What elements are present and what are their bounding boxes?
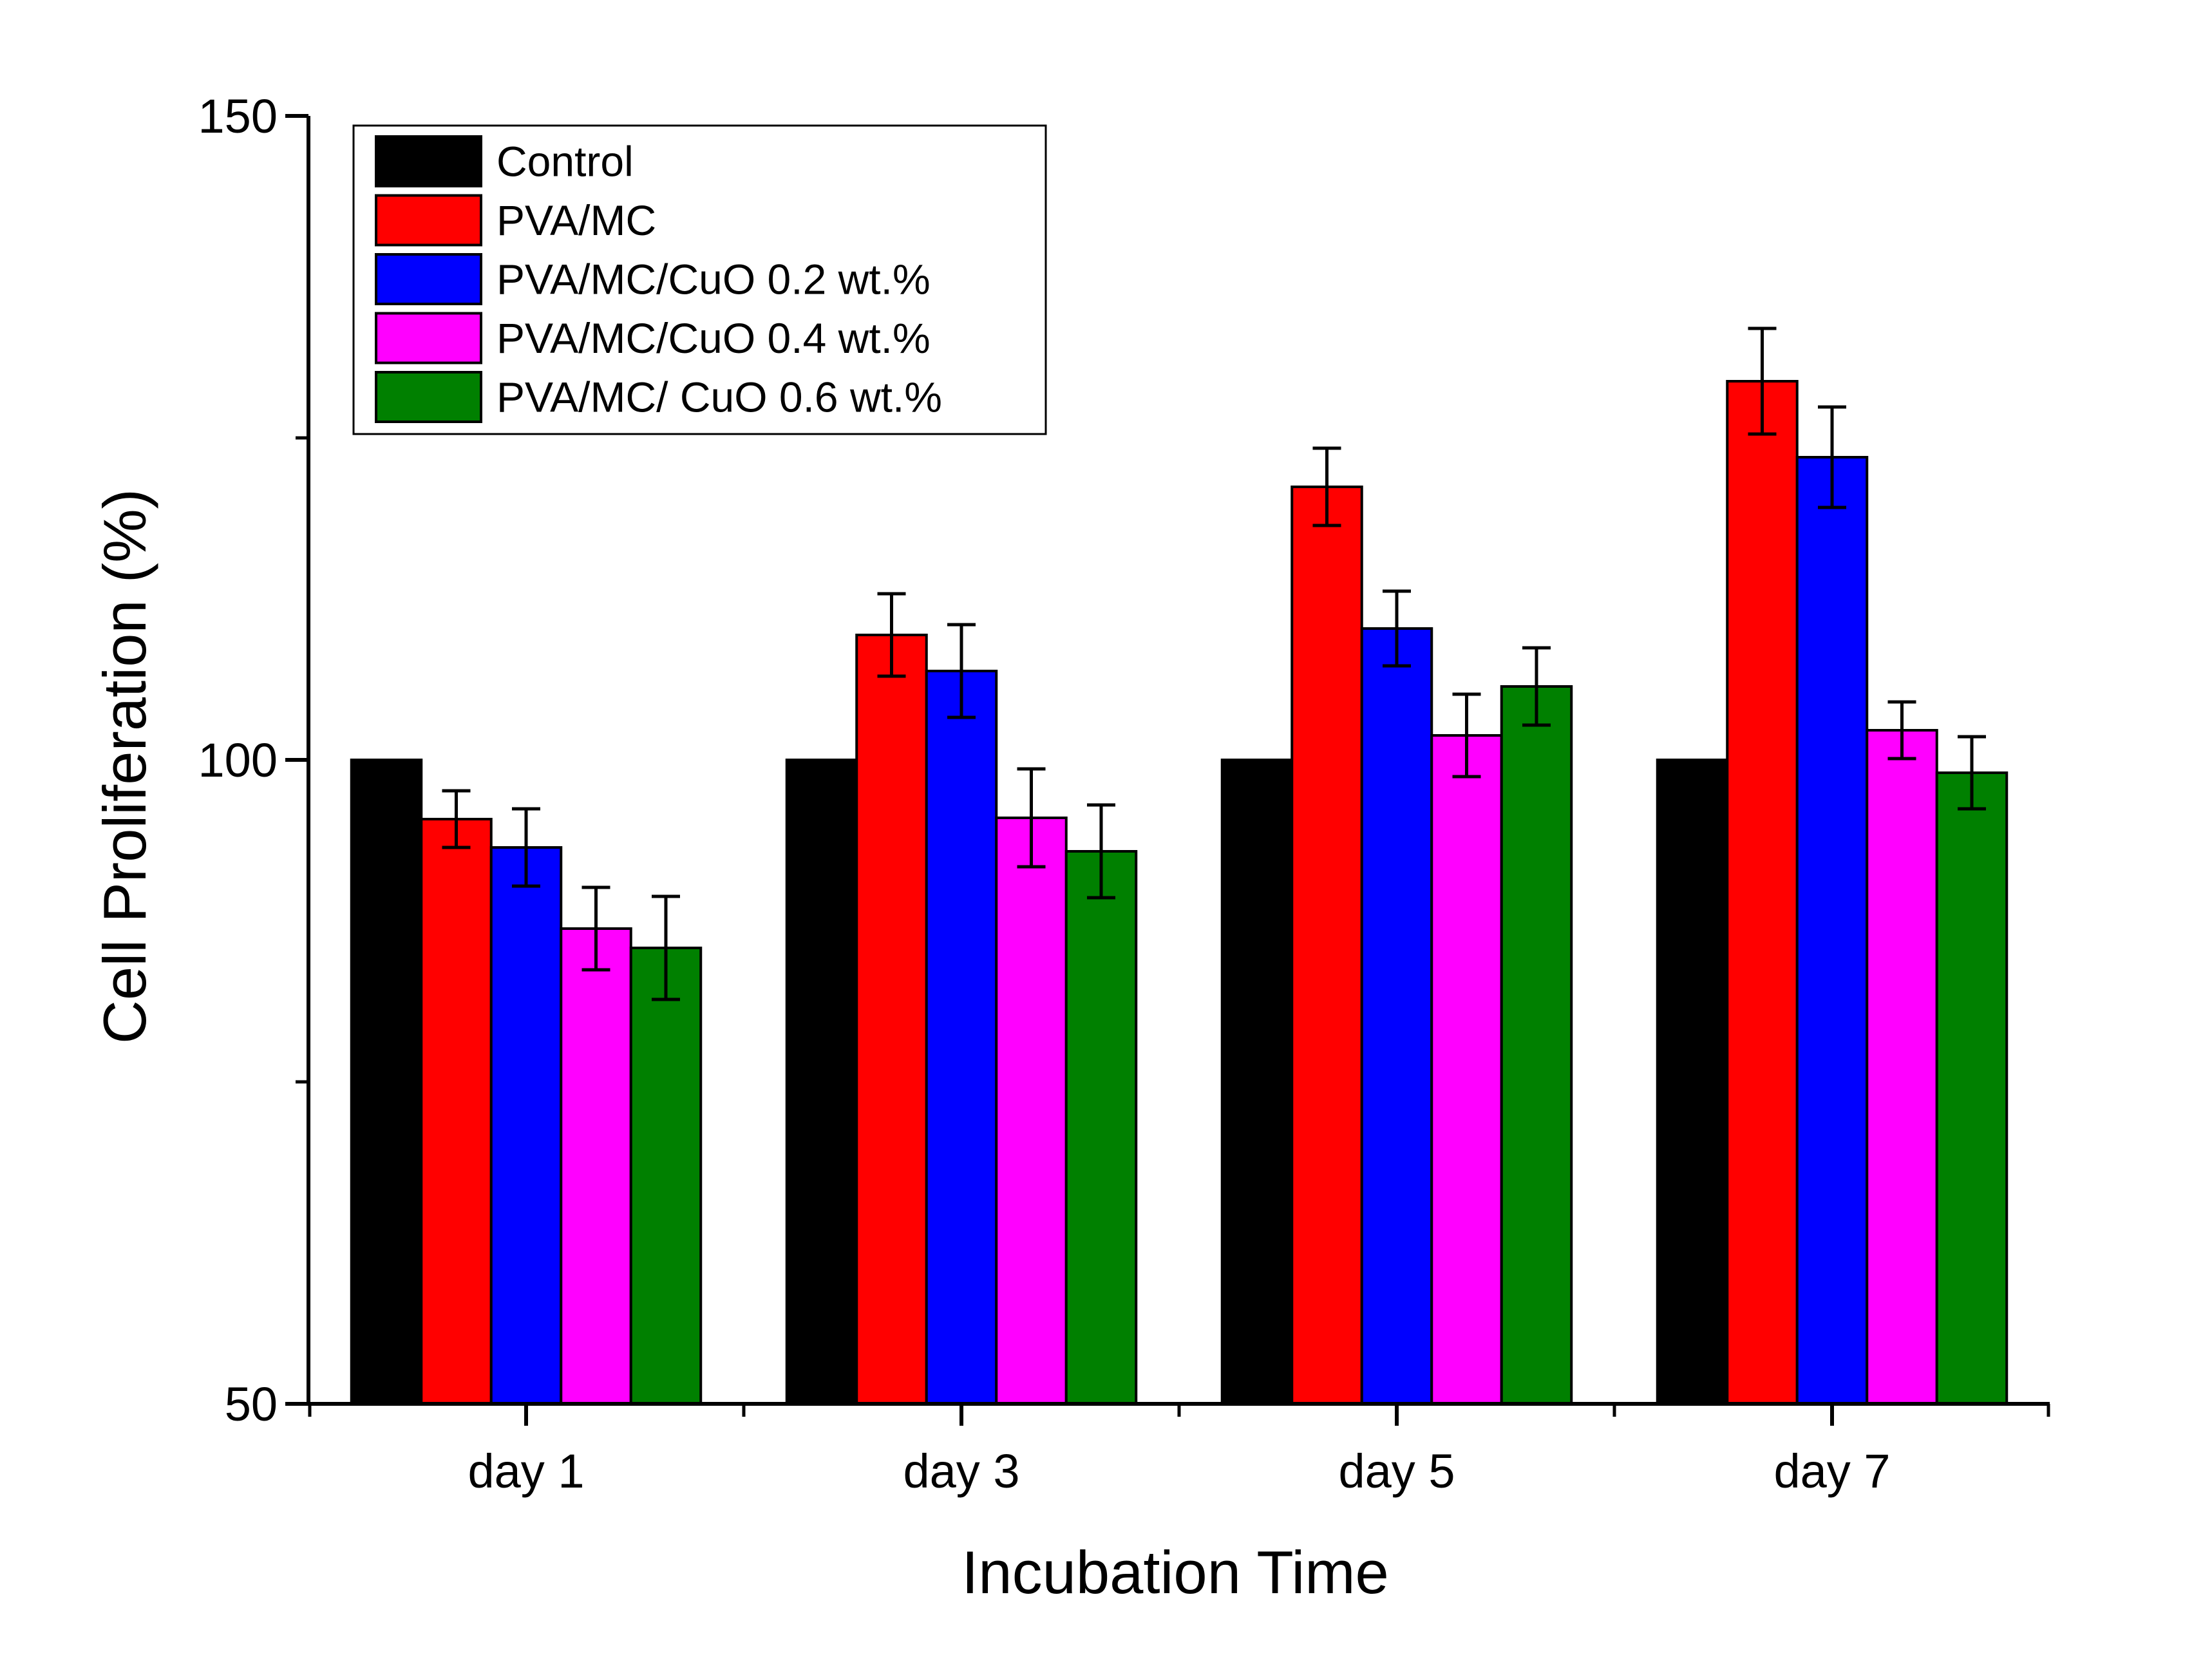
legend-swatch (375, 371, 482, 423)
bar-day-7-series-2 (1726, 380, 1799, 1405)
ticks-layer: day 1 day 3 day 5 day 7 50 100 150 (198, 90, 2050, 1498)
bar-day-1-series-5 (629, 947, 703, 1405)
legend-label: PVA/MC/CuO 0.4 wt.% (496, 314, 931, 362)
bar-day-3-series-4 (995, 817, 1068, 1405)
bar-day-5-series-4 (1430, 734, 1503, 1405)
bar-day-5-series-2 (1290, 486, 1363, 1405)
legend-swatch (375, 253, 482, 305)
legend-swatch (375, 194, 482, 247)
legend-label: PVA/MC (496, 196, 656, 244)
legend-swatch (375, 135, 482, 187)
bar-day-7-series-1 (1656, 759, 1729, 1405)
error-bar-day-7-series-2 (1748, 326, 1777, 436)
error-bars-layer (442, 326, 1986, 1001)
legend-label: PVA/MC/CuO 0.2 wt.% (496, 256, 931, 303)
bars-layer (350, 380, 2009, 1405)
y-tick-label: 150 (198, 90, 278, 143)
bar-day-5-series-3 (1360, 627, 1433, 1405)
error-bar-day-3-series-5 (1087, 803, 1115, 900)
error-bar-day-5-series-5 (1522, 646, 1551, 727)
legend-items: Control PVA/MC PVA/MC/CuO 0.2 wt.% PVA/MC/C… (375, 135, 942, 423)
error-bar-day-5-series-4 (1452, 692, 1481, 779)
error-bar-day-1-series-4 (581, 885, 610, 972)
x-tick-label: day 3 (903, 1444, 1019, 1498)
bar-day-3-series-3 (925, 670, 998, 1405)
bar-day-5-series-1 (1220, 759, 1294, 1405)
error-bar-day-5-series-3 (1383, 589, 1411, 668)
bar-day-1-series-3 (489, 846, 563, 1405)
bar-day-7-series-3 (1795, 456, 1869, 1405)
bar-day-3-series-1 (785, 759, 858, 1405)
bar-day-3-series-5 (1064, 850, 1138, 1405)
error-bar-day-7-series-4 (1887, 700, 1916, 761)
y-tick-label: 100 (198, 733, 278, 787)
x-axis-title: Incubation Time (961, 1538, 1389, 1606)
x-tick-label: day 5 (1338, 1444, 1455, 1498)
bar-day-1-series-2 (420, 818, 493, 1405)
legend-label: PVA/MC/ CuO 0.6 wt.% (496, 373, 942, 421)
error-bar-day-7-series-3 (1818, 405, 1846, 509)
legend-item: PVA/MC (375, 194, 656, 247)
bar-day-5-series-5 (1500, 685, 1573, 1405)
bar-day-3-series-2 (855, 634, 928, 1405)
error-bar-day-7-series-5 (1958, 735, 1986, 811)
bar-day-7-series-4 (1866, 729, 1938, 1405)
error-bar-day-3-series-4 (1017, 767, 1046, 869)
error-bar-day-1-series-3 (512, 807, 540, 888)
error-bar-day-1-series-5 (652, 894, 680, 1001)
error-bar-day-1-series-2 (442, 789, 471, 849)
y-axis-title: Cell Proliferation (%) (91, 489, 158, 1044)
y-tick-label: 50 (225, 1377, 278, 1431)
x-tick-label: day 1 (468, 1444, 584, 1498)
error-bar-day-5-series-2 (1312, 446, 1341, 527)
legend: Control PVA/MC PVA/MC/CuO 0.2 wt.% PVA/MC/C… (352, 124, 1047, 435)
legend-item: Control (375, 135, 634, 187)
bar-day-1-series-1 (350, 759, 423, 1405)
bar-day-1-series-4 (560, 927, 632, 1405)
legend-label: Control (496, 138, 634, 185)
error-bar-day-3-series-2 (877, 592, 906, 678)
error-bar-day-3-series-3 (947, 623, 976, 719)
x-tick-label: day 7 (1773, 1444, 1890, 1498)
legend-item: PVA/MC/CuO 0.4 wt.% (375, 312, 931, 364)
legend-swatch (375, 312, 482, 364)
bar-day-7-series-5 (1935, 771, 2009, 1405)
legend-item: PVA/MC/ CuO 0.6 wt.% (375, 371, 942, 423)
legend-item: PVA/MC/CuO 0.2 wt.% (375, 253, 931, 305)
